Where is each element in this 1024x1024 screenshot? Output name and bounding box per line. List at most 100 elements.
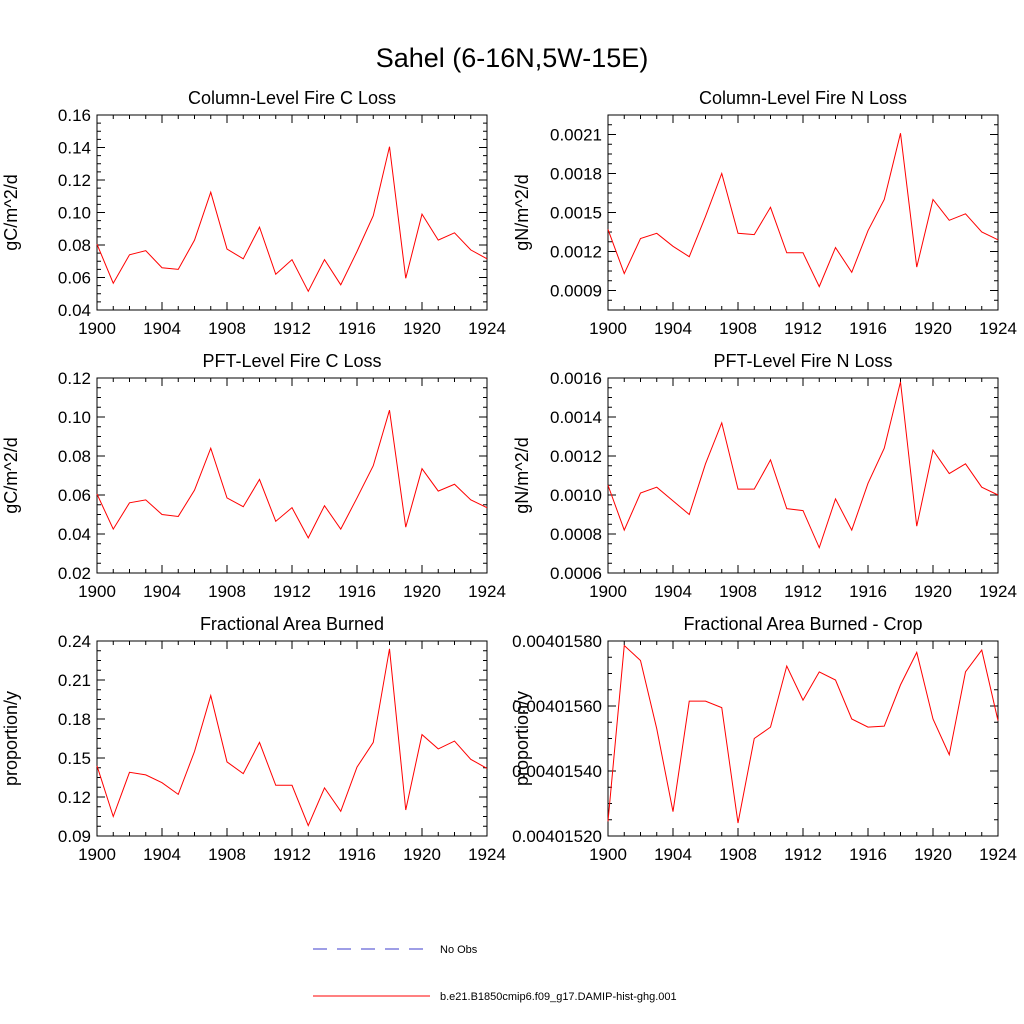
y-tick-label: 0.08 [58, 447, 91, 466]
x-tick-label: 1908 [208, 319, 246, 338]
x-tick-label: 1900 [589, 845, 627, 864]
y-tick-label: 0.10 [58, 408, 91, 427]
y-tick-label: 0.08 [58, 236, 91, 255]
x-tick-label: 1924 [468, 582, 506, 601]
series-line [96, 648, 488, 827]
y-tick-label: 0.21 [58, 671, 91, 690]
x-tick-label: 1912 [784, 845, 822, 864]
y-axis-label: gC/m^2/d [1, 174, 21, 250]
x-tick-label: 1916 [338, 845, 376, 864]
y-axis-label: proportion/y [512, 691, 532, 786]
panel-3: PFT-Level Fire C Loss 1900 1904 1908 1912 191… [1, 351, 506, 601]
y-tick-label: 0.0010 [550, 486, 602, 505]
y-tick-label: 0.16 [58, 106, 91, 125]
y-tick-label: 0.10 [58, 204, 91, 223]
x-tick-label: 1912 [784, 582, 822, 601]
series-line [96, 146, 488, 293]
y-tick-label: 0.06 [58, 486, 91, 505]
x-tick-label: 1916 [849, 845, 887, 864]
y-axis-label: gN/m^2/d [512, 437, 532, 513]
y-tick-label: 0.24 [58, 632, 91, 651]
x-tick-label: 1904 [654, 582, 692, 601]
panel-title: Column-Level Fire C Loss [188, 88, 396, 108]
y-tick-label: 0.0021 [550, 126, 602, 145]
x-tick-label: 1912 [273, 845, 311, 864]
x-tick-label: 1924 [468, 319, 506, 338]
panel-title: PFT-Level Fire C Loss [202, 351, 381, 371]
y-tick-label: 0.0012 [550, 447, 602, 466]
x-tick-label: 1916 [338, 582, 376, 601]
x-tick-label: 1916 [338, 319, 376, 338]
y-tick-label: 0.0016 [550, 369, 602, 388]
y-tick-label: 0.00401540 [512, 762, 602, 781]
x-tick-label: 1920 [914, 845, 952, 864]
x-tick-label: 1920 [914, 319, 952, 338]
panel-4: PFT-Level Fire N Loss 1900 1904 1908 1912 191… [512, 351, 1017, 601]
series-line [96, 410, 488, 539]
panel-2: Column-Level Fire N Loss 1900 1904 1908 1912… [512, 88, 1017, 338]
y-tick-label: 0.12 [58, 369, 91, 388]
y-tick-label: 0.0015 [550, 204, 602, 223]
y-tick-label: 0.04 [58, 301, 91, 320]
legend-label-model: b.e21.B1850cmip6.f09_g17.DAMIP-hist-ghg.… [440, 991, 677, 1003]
x-tick-label: 1900 [589, 582, 627, 601]
x-tick-label: 1904 [143, 582, 181, 601]
x-tick-label: 1904 [654, 845, 692, 864]
x-tick-label: 1904 [143, 319, 181, 338]
y-tick-label: 0.00401520 [512, 827, 602, 846]
panel-title: PFT-Level Fire N Loss [713, 351, 892, 371]
y-tick-label: 0.14 [58, 139, 91, 158]
series-line [607, 644, 999, 824]
x-tick-label: 1920 [403, 319, 441, 338]
x-tick-label: 1900 [78, 845, 116, 864]
x-tick-label: 1904 [654, 319, 692, 338]
legend: No Obs b.e21.B1850cmip6.f09_g17.DAMIP-hi… [313, 944, 677, 1003]
x-tick-label: 1920 [914, 582, 952, 601]
y-tick-label: 0.00401560 [512, 697, 602, 716]
x-tick-label: 1924 [979, 845, 1017, 864]
x-tick-label: 1908 [208, 845, 246, 864]
y-tick-label: 0.18 [58, 710, 91, 729]
y-tick-label: 0.06 [58, 269, 91, 288]
y-tick-label: 0.12 [58, 171, 91, 190]
y-axis-label: gC/m^2/d [1, 437, 21, 513]
x-tick-label: 1924 [979, 319, 1017, 338]
y-tick-label: 0.0014 [550, 408, 602, 427]
panel-title: Column-Level Fire N Loss [699, 88, 907, 108]
y-tick-label: 0.02 [58, 564, 91, 583]
x-tick-label: 1908 [719, 582, 757, 601]
y-tick-label: 0.00401580 [512, 632, 602, 651]
y-tick-label: 0.0008 [550, 525, 602, 544]
y-tick-label: 0.0018 [550, 165, 602, 184]
x-tick-label: 1916 [849, 319, 887, 338]
x-tick-label: 1912 [273, 582, 311, 601]
x-tick-label: 1908 [719, 319, 757, 338]
x-tick-label: 1908 [719, 845, 757, 864]
y-tick-label: 0.0012 [550, 243, 602, 262]
figure-title: Sahel (6-16N,5W-15E) [376, 43, 649, 73]
x-tick-label: 1900 [78, 582, 116, 601]
y-tick-label: 0.0006 [550, 564, 602, 583]
x-tick-label: 1920 [403, 845, 441, 864]
x-tick-label: 1924 [979, 582, 1017, 601]
legend-label-no-obs: No Obs [440, 944, 478, 956]
y-axis-label: gN/m^2/d [512, 174, 532, 250]
x-tick-label: 1904 [143, 845, 181, 864]
series-line [607, 381, 999, 550]
y-tick-label: 0.09 [58, 827, 91, 846]
x-tick-label: 1900 [78, 319, 116, 338]
x-tick-label: 1924 [468, 845, 506, 864]
x-tick-label: 1916 [849, 582, 887, 601]
panels: Column-Level Fire C Loss 1900 1904 1908 1912… [1, 88, 1017, 864]
x-tick-label: 1908 [208, 582, 246, 601]
series-line [607, 133, 999, 288]
y-tick-label: 0.12 [58, 788, 91, 807]
panel-5: Fractional Area Burned 1900 1904 1908 1912 19… [1, 614, 506, 864]
y-tick-label: 0.15 [58, 749, 91, 768]
panel-title: Fractional Area Burned [200, 614, 384, 634]
x-tick-label: 1912 [273, 319, 311, 338]
y-tick-label: 0.0009 [550, 282, 602, 301]
y-tick-label: 0.04 [58, 525, 91, 544]
